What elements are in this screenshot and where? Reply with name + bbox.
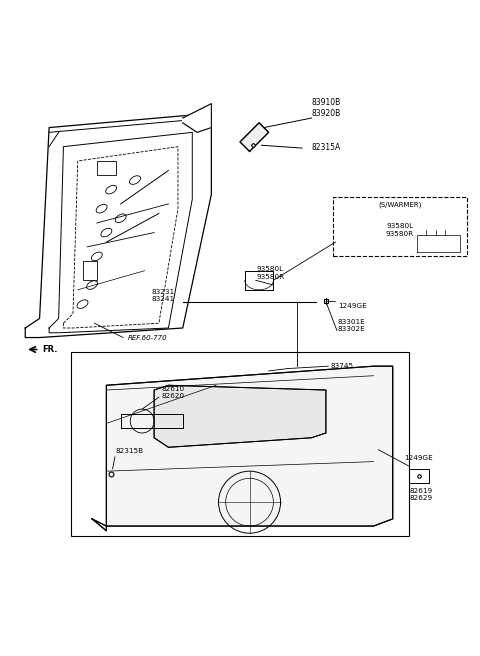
- Polygon shape: [240, 123, 269, 152]
- Text: 83231
83241: 83231 83241: [152, 289, 175, 302]
- Polygon shape: [154, 385, 326, 447]
- Text: 83910B
83920B: 83910B 83920B: [311, 98, 340, 118]
- Text: 93580L
93580R: 93580L 93580R: [386, 223, 414, 237]
- Text: 1249GE: 1249GE: [405, 455, 433, 461]
- Polygon shape: [92, 366, 393, 531]
- Text: REF.60-770: REF.60-770: [128, 335, 168, 340]
- Text: FR.: FR.: [42, 345, 58, 354]
- Bar: [83, 261, 97, 280]
- Bar: [71, 352, 409, 535]
- Text: 82619
82629: 82619 82629: [410, 488, 433, 501]
- Text: 93580L
93580R: 93580L 93580R: [257, 266, 285, 280]
- Text: 1249GE: 1249GE: [338, 302, 367, 308]
- Text: 82315A: 82315A: [311, 143, 340, 152]
- Polygon shape: [183, 104, 211, 133]
- Text: 82315B: 82315B: [116, 447, 144, 454]
- Text: (S/WARMER): (S/WARMER): [378, 201, 421, 208]
- FancyBboxPatch shape: [333, 197, 467, 256]
- Text: 83301E
83302E: 83301E 83302E: [338, 319, 366, 333]
- Bar: [97, 161, 116, 175]
- Text: 82610
82620: 82610 82620: [161, 386, 184, 399]
- Text: 83745: 83745: [331, 363, 354, 369]
